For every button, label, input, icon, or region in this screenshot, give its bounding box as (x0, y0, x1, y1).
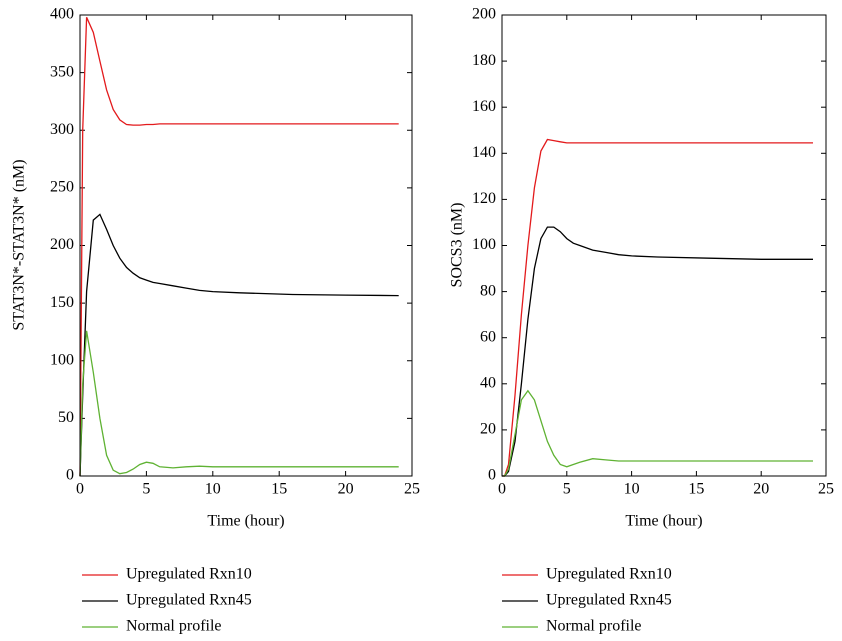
series-line (502, 138, 813, 477)
y-tick-label: 140 (472, 144, 496, 161)
y-tick-label: 0 (66, 467, 74, 484)
legend-label: Upregulated Rxn10 (546, 566, 672, 583)
y-tick-label: 150 (50, 294, 74, 311)
legend-label: Normal profile (126, 618, 222, 635)
y-tick-label: 100 (50, 351, 74, 368)
y-tick-label: 160 (472, 98, 496, 115)
y-tick-label: 400 (50, 6, 74, 23)
legend-label: Upregulated Rxn45 (546, 592, 672, 609)
y-tick-label: 200 (50, 236, 74, 253)
y-axis-label: SOCS3 (nM) (449, 203, 466, 288)
y-tick-label: 120 (472, 190, 496, 207)
x-tick-label: 5 (563, 481, 571, 498)
y-tick-label: 100 (472, 236, 496, 253)
y-tick-label: 0 (488, 467, 496, 484)
plot-frame (501, 14, 827, 477)
legend-label: Upregulated Rxn45 (126, 592, 252, 609)
x-tick-label: 20 (338, 481, 354, 498)
y-tick-label: 200 (472, 6, 496, 23)
x-tick-label: 0 (76, 481, 84, 498)
x-axis-label: Time (hour) (207, 513, 284, 530)
x-tick-label: 10 (624, 481, 640, 498)
y-tick-label: 350 (50, 63, 74, 80)
x-tick-label: 0 (498, 481, 506, 498)
x-axis-label: Time (hour) (625, 513, 702, 530)
y-tick-label: 180 (472, 52, 496, 69)
x-tick-label: 25 (818, 481, 834, 498)
y-tick-label: 50 (58, 409, 74, 426)
legend-label: Normal profile (546, 618, 642, 635)
series-line (502, 389, 813, 477)
x-tick-label: 5 (142, 481, 150, 498)
y-tick-label: 80 (480, 282, 496, 299)
series-line (79, 330, 399, 477)
x-tick-label: 20 (753, 481, 769, 498)
y-tick-label: 250 (50, 179, 74, 196)
series-line (79, 17, 399, 477)
x-tick-label: 15 (271, 481, 287, 498)
legend-label: Upregulated Rxn10 (126, 566, 252, 583)
x-tick-label: 15 (688, 481, 704, 498)
y-tick-label: 300 (50, 121, 74, 138)
y-tick-label: 40 (480, 374, 496, 391)
x-tick-label: 10 (205, 481, 221, 498)
y-axis-label: STAT3N*-STAT3N* (nM) (11, 159, 28, 330)
x-tick-label: 25 (404, 481, 420, 498)
y-tick-label: 20 (480, 421, 496, 438)
series-line (79, 213, 399, 477)
series-line (502, 226, 813, 477)
y-tick-label: 60 (480, 328, 496, 345)
plot-frame (79, 14, 413, 477)
